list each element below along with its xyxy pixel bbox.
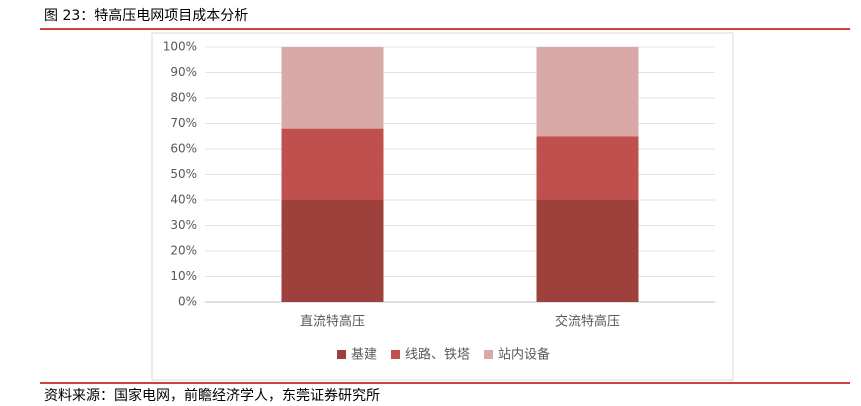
y-tick-label: 100% [163, 40, 197, 54]
chart-title: 图 23：特高压电网项目成本分析 [44, 7, 248, 24]
legend-swatch [391, 350, 401, 359]
y-tick-label: 60% [170, 142, 197, 156]
y-tick-label: 70% [170, 116, 197, 130]
y-tick-label: 40% [170, 193, 197, 207]
y-tick-label: 30% [170, 218, 197, 232]
source-note: 资料来源：国家电网，前瞻经济学人，东莞证券研究所 [44, 387, 380, 404]
legend-label: 站内设备 [498, 347, 550, 363]
bar-segment [536, 136, 639, 200]
bar-segment [536, 200, 639, 302]
legend-label: 基建 [351, 348, 377, 363]
x-tick-label: 直流特高压 [300, 314, 365, 330]
x-tick-label: 交流特高压 [555, 314, 620, 330]
y-tick-label: 20% [170, 244, 197, 258]
bar-segment [536, 47, 639, 137]
bar-segment [281, 47, 384, 129]
legend-swatch [337, 350, 346, 359]
bar-segment [281, 200, 384, 302]
chart-frame [151, 32, 734, 381]
y-tick-label: 90% [170, 65, 197, 79]
y-tick-label: 50% [170, 167, 197, 181]
y-tick-label: 0% [178, 295, 197, 309]
bar-segment [281, 128, 384, 200]
legend-swatch [484, 350, 494, 359]
legend-label: 线路、铁塔 [405, 347, 470, 363]
y-tick-label: 10% [170, 269, 197, 283]
y-tick-label: 80% [170, 91, 197, 105]
